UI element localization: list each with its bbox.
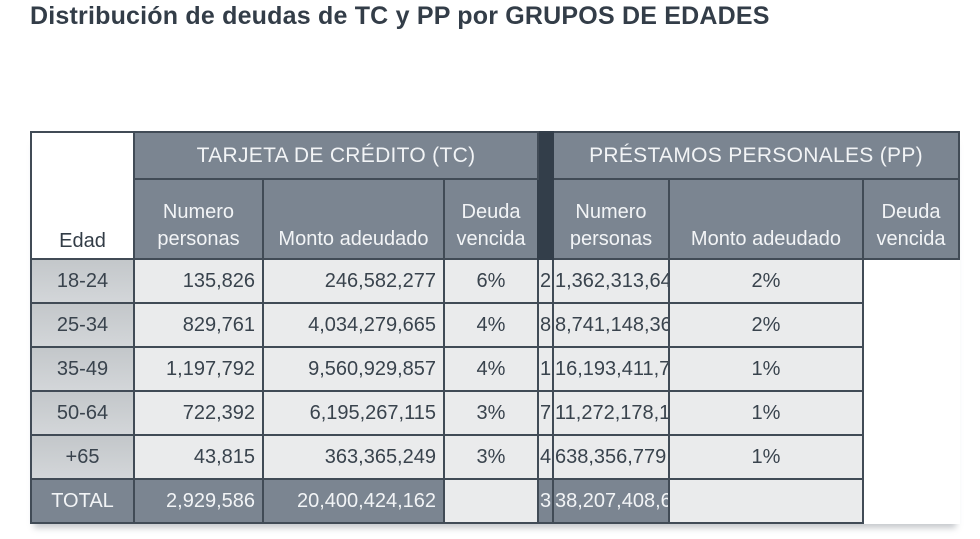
age-cell: 35-49 — [30, 346, 135, 392]
tc-vencida-cell: 4% — [443, 346, 539, 392]
tc-monto-cell: 363,365,249 — [262, 434, 445, 480]
tc-group-header: TARJETA DE CRÉDITO (TC) — [133, 131, 539, 180]
tc-personas-cell: 43,815 — [133, 434, 264, 480]
table-row-65plus: +65 43,815 363,365,249 3% 49,531 638,356… — [30, 434, 959, 480]
pp-monto-cell: 11,272,178,107 — [552, 390, 670, 436]
tc-vencida-cell: 3% — [443, 390, 539, 436]
edad-column-header: Edad — [30, 131, 135, 260]
tc-personas-total-cell: 2,929,586 — [133, 478, 264, 524]
pp-vencida-cell: 2% — [668, 258, 864, 304]
tc-monto-cell: 9,560,929,857 — [262, 346, 445, 392]
pp-vencida-cell: 2% — [668, 302, 864, 348]
pp-vencida-cell: 1% — [668, 390, 864, 436]
pp-deuda-vencida-header: Deuda vencida — [861, 178, 961, 260]
page-title: Distribución de deudas de TC y PP por GR… — [30, 2, 770, 30]
debt-distribution-table: Edad TARJETA DE CRÉDITO (TC) PRÉSTAMOS P… — [30, 131, 961, 524]
tc-monto-adeudado-header: Monto adeudado — [262, 178, 445, 260]
table-row-total: TOTAL 2,929,586 20,400,424,162 3,057,804… — [30, 478, 959, 524]
pp-numero-personas-header: Numero personas — [552, 178, 670, 260]
sub-header-row: Numero personas Monto adeudado Deuda ven… — [31, 178, 961, 260]
group-divider — [537, 131, 554, 260]
pp-vencida-cell: 1% — [668, 346, 864, 392]
pp-personas-cell: 1,134,288 — [537, 346, 554, 392]
table-row-50-64: 50-64 722,392 6,195,267,115 3% 735,446 1… — [30, 390, 959, 436]
age-cell: 25-34 — [30, 302, 135, 348]
tc-personas-cell: 829,761 — [133, 302, 264, 348]
pp-monto-cell: 1,362,313,647 — [552, 258, 670, 304]
pp-monto-total-cell: 38,207,408,618 — [552, 478, 670, 524]
tc-numero-personas-header: Numero personas — [133, 178, 264, 260]
pp-personas-cell: 735,446 — [537, 390, 554, 436]
tc-deuda-vencida-header: Deuda vencida — [443, 178, 539, 260]
age-cell: 18-24 — [30, 258, 135, 304]
pp-personas-total-cell: 3,057,804 — [537, 478, 554, 524]
tc-personas-cell: 1,197,792 — [133, 346, 264, 392]
table-row-18-24: 18-24 135,826 246,582,277 6% 267,696 1,3… — [30, 258, 959, 304]
tc-vencida-cell: 3% — [443, 434, 539, 480]
pp-monto-adeudado-header: Monto adeudado — [668, 178, 864, 260]
table-row-25-34: 25-34 829,761 4,034,279,665 4% 870,843 8… — [30, 302, 959, 348]
pp-personas-cell: 49,531 — [537, 434, 554, 480]
group-header-row: Edad TARJETA DE CRÉDITO (TC) PRÉSTAMOS P… — [30, 131, 961, 260]
tc-personas-cell: 135,826 — [133, 258, 264, 304]
age-cell: 50-64 — [30, 390, 135, 436]
pp-monto-cell: 638,356,779 — [552, 434, 670, 480]
tc-monto-cell: 6,195,267,115 — [262, 390, 445, 436]
tc-monto-cell: 246,582,277 — [262, 258, 445, 304]
pp-vencida-total-cell — [668, 478, 864, 524]
pp-monto-cell: 16,193,411,718 — [552, 346, 670, 392]
tc-vencida-cell: 6% — [443, 258, 539, 304]
table-row-35-49: 35-49 1,197,792 9,560,929,857 4% 1,134,2… — [30, 346, 959, 392]
tc-monto-cell: 4,034,279,665 — [262, 302, 445, 348]
total-label-cell: TOTAL — [30, 478, 135, 524]
tc-vencida-total-cell — [443, 478, 539, 524]
tc-personas-cell: 722,392 — [133, 390, 264, 436]
age-cell: +65 — [30, 434, 135, 480]
pp-personas-cell: 870,843 — [537, 302, 554, 348]
pp-personas-cell: 267,696 — [537, 258, 554, 304]
tc-monto-total-cell: 20,400,424,162 — [262, 478, 445, 524]
pp-monto-cell: 8,741,148,367 — [552, 302, 670, 348]
pp-group-header: PRÉSTAMOS PERSONALES (PP) — [551, 131, 961, 180]
pp-vencida-cell: 1% — [668, 434, 864, 480]
tc-vencida-cell: 4% — [443, 302, 539, 348]
